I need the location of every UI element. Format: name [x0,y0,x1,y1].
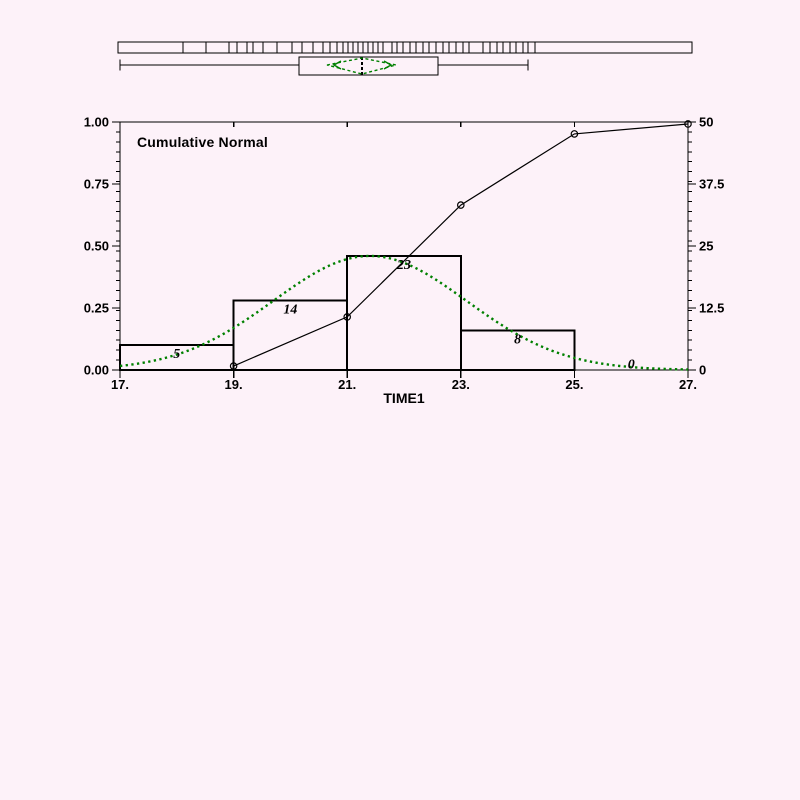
bar-count-label: 14 [283,303,297,318]
y-right-tick-label: 0 [699,363,706,378]
x-tick-label: 19. [225,377,243,392]
cumulative-point-marker [343,313,352,321]
bar-count-label: 0 [628,358,635,373]
histogram-bar [346,254,462,371]
x-tick-label: 17. [111,377,129,392]
cumulative-point-marker [684,120,692,128]
y-left-tick-label: 0.75 [84,177,109,192]
x-axis-title: TIME1 [383,390,425,406]
y-right-tick-label: 25 [699,239,713,254]
x-tick-label: 21. [338,377,356,392]
bar-count-label: 5 [173,347,180,362]
cumulative-point-marker [229,362,238,370]
cumulative-point-marker [456,201,465,209]
y-right-tick-label: 12.5 [699,301,724,316]
y-left-tick-label: 1.00 [84,115,109,130]
boxplot-box [298,56,439,76]
bar-count-label: 23 [396,258,411,273]
boxplot-notch-left-arrow-icon [332,60,342,70]
x-tick-label: 25. [565,377,583,392]
boxplot-ci-diamond [326,57,397,75]
cumulative-normal-line [233,123,689,367]
y-left-tick-label: 0.00 [84,363,109,378]
y-right-tick-label: 50 [699,115,713,130]
boxplot-notch-right-arrow-icon [383,60,393,70]
normal-density-curve [119,254,689,371]
x-tick-label: 23. [452,377,470,392]
rug-strip-frame [117,41,693,54]
plot-frame [119,121,689,371]
curve-annotation-label: Cumulative Normal [137,134,268,150]
histogram-bar [459,329,576,372]
y-right-tick-label: 37.5 [699,177,724,192]
x-tick-label: 27. [679,377,697,392]
y-left-tick-label: 0.25 [84,301,109,316]
y-left-tick-label: 0.50 [84,239,109,254]
bar-count-label: 8 [514,332,521,347]
cumulative-point-marker [570,130,579,138]
